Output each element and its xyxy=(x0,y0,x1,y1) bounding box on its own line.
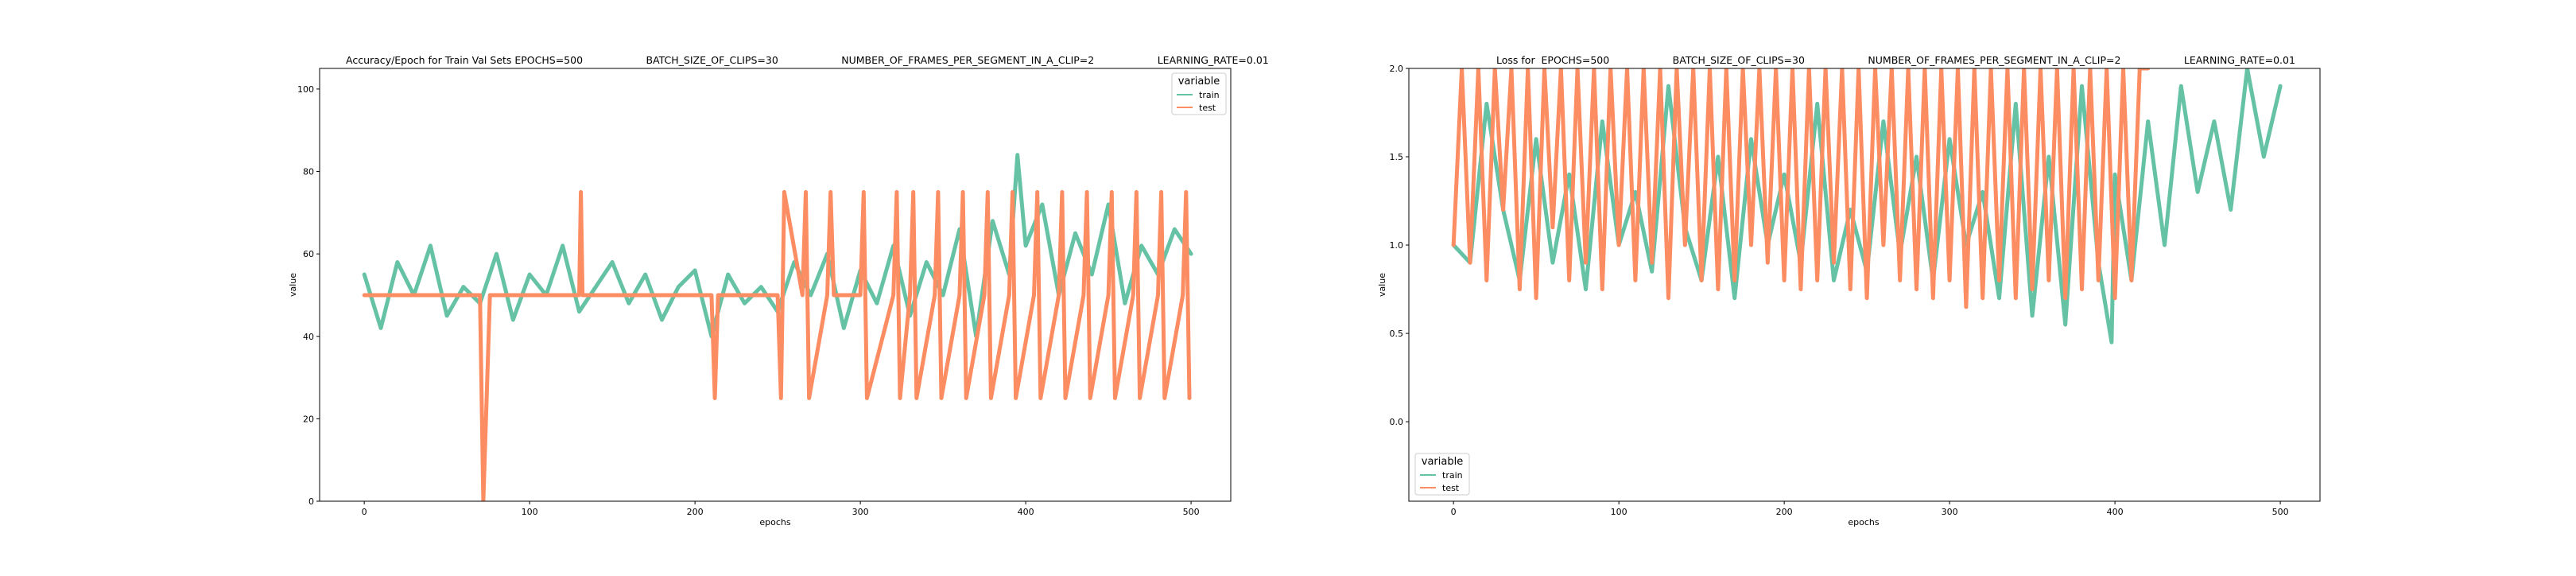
loss-ticks: 0 100 200 300 400 500 0.0 0.5 1.0 1.5 2.0 xyxy=(1390,64,2289,517)
loss-x-tick-label: 0 xyxy=(1451,507,1457,517)
accuracy-y-tick-label: 60 xyxy=(303,249,314,259)
loss-y-tick-label: 1.0 xyxy=(1390,240,1404,251)
accuracy-x-tick-label: 0 xyxy=(362,507,367,517)
accuracy-y-tick-label: 20 xyxy=(303,414,314,424)
accuracy-ticks: 0 100 200 300 400 500 0 20 40 60 80 100 xyxy=(297,84,1200,517)
loss-y-tick-label: 0.5 xyxy=(1390,329,1404,339)
accuracy-legend-test-label: test xyxy=(1199,103,1216,113)
loss-legend-test-label: test xyxy=(1442,483,1460,493)
loss-legend-train-label: train xyxy=(1442,470,1463,481)
loss-x-tick-label: 300 xyxy=(1942,507,1958,517)
loss-series-train-line xyxy=(1451,68,2283,344)
loss-x-tick-label: 200 xyxy=(1776,507,1793,517)
accuracy-legend: variable train test xyxy=(1171,72,1227,115)
loss-y-tick-label: 1.5 xyxy=(1390,152,1404,162)
loss-y-tick-label: 0.0 xyxy=(1390,417,1404,427)
accuracy-axes-frame xyxy=(319,68,1232,502)
loss-legend-box xyxy=(1414,453,1470,496)
accuracy-x-tick-label: 500 xyxy=(1183,507,1200,517)
accuracy-legend-box xyxy=(1171,72,1227,115)
accuracy-plot-area xyxy=(362,153,1193,501)
accuracy-x-tick-label: 400 xyxy=(1018,507,1034,517)
loss-y-axis-label: value xyxy=(1377,273,1387,297)
loss-x-tick-label: 500 xyxy=(2272,507,2289,517)
accuracy-x-axis-label: epochs xyxy=(759,517,790,527)
accuracy-x-tick-label: 200 xyxy=(687,507,704,517)
accuracy-legend-title: variable xyxy=(1178,76,1220,88)
accuracy-x-tick-label: 100 xyxy=(522,507,538,517)
loss-x-tick-label: 400 xyxy=(2107,507,2124,517)
loss-x-axis-label: epochs xyxy=(1848,517,1879,527)
accuracy-y-tick-label: 40 xyxy=(303,332,314,342)
loss-axes-frame xyxy=(1408,68,2321,502)
accuracy-y-tick-label: 100 xyxy=(297,84,314,95)
loss-chart: Loss for EPOCHS=500 BATCH_SIZE_OF_CLIPS=… xyxy=(1377,54,2321,527)
accuracy-legend-train-label: train xyxy=(1199,90,1220,100)
accuracy-chart: Accuracy/Epoch for Train Val Sets EPOCHS… xyxy=(288,54,1269,527)
loss-x-tick-label: 100 xyxy=(1611,507,1627,517)
loss-series-test-line xyxy=(1451,68,2151,309)
loss-legend: variable train test xyxy=(1414,453,1470,496)
accuracy-y-tick-label: 0 xyxy=(308,496,314,507)
accuracy-x-tick-label: 300 xyxy=(852,507,869,517)
accuracy-series-test-line xyxy=(362,189,1192,501)
loss-legend-title: variable xyxy=(1422,456,1463,468)
accuracy-y-tick-label: 80 xyxy=(303,167,314,177)
loss-plot-area xyxy=(1451,68,2283,344)
loss-chart-title: Loss for EPOCHS=500 BATCH_SIZE_OF_CLIPS=… xyxy=(1496,54,2295,66)
loss-y-tick-label: 2.0 xyxy=(1390,64,1404,74)
accuracy-y-axis-label: value xyxy=(288,273,298,297)
accuracy-chart-title: Accuracy/Epoch for Train Val Sets EPOCHS… xyxy=(346,54,1269,66)
accuracy-series-train-line xyxy=(362,153,1193,339)
